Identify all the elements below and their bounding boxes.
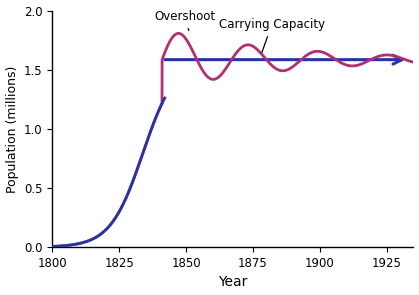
Y-axis label: Population (millions): Population (millions) xyxy=(5,65,18,193)
X-axis label: Year: Year xyxy=(218,276,248,289)
Text: Overshoot: Overshoot xyxy=(154,10,215,31)
Text: Carrying Capacity: Carrying Capacity xyxy=(219,18,325,52)
